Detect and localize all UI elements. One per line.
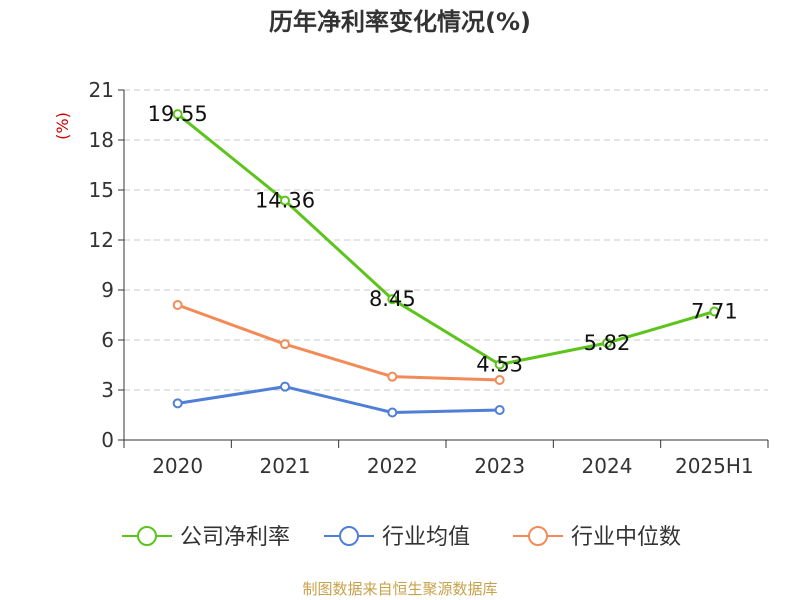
data-point [709,306,720,317]
data-label: 4.53 [476,353,523,377]
y-tick-label: 21 [89,78,114,102]
x-tick-label: 2025H1 [675,454,754,478]
data-labels: 19.55 14.36 8.45 4.53 5.82 7.71 [148,102,738,376]
y-tick-label: 0 [101,428,114,452]
legend-label: 公司净利率 [180,525,290,550]
series-line [177,385,500,414]
data-point [280,195,290,206]
y-tick-label: 6 [101,328,114,352]
x-tick-label: 2020 [152,454,203,478]
data-label: 7.71 [691,300,738,324]
data-label: 14.36 [255,189,315,213]
x-tick-label: 2024 [582,454,633,478]
axes: 0 3 6 9 12 15 18 21 2020 2021 2022 2023 2024 2025H1 [89,78,769,478]
data-point [494,359,505,370]
source-note: 制图数据来自恒生聚源数据库 [302,580,498,598]
legend-marker [528,526,548,546]
x-tick-label: 2022 [367,454,418,478]
legend: 公司净利率 行业均值 行业中位数 [122,525,681,550]
legend-marker [137,526,157,546]
data-point [494,375,505,385]
series-lines [172,109,720,418]
x-tick-label: 2021 [260,454,311,478]
legend-label: 行业均值 [382,525,470,550]
grid-lines [124,89,768,391]
data-point [172,300,183,310]
data-point [280,339,290,350]
data-point [387,407,398,418]
data-point [172,398,183,409]
series-line [176,112,715,366]
legend-label: 行业中位数 [571,525,681,550]
series-line [177,303,500,382]
y-tick-label: 9 [101,278,114,302]
data-point [387,294,398,305]
data-point [494,405,505,415]
y-tick-label: 15 [89,178,114,202]
data-label: 5.82 [584,331,631,355]
data-point [172,109,183,120]
y-tick-label: 3 [101,378,114,402]
data-point [280,381,290,392]
data-label: 8.45 [369,287,416,311]
data-point [387,371,398,382]
data-label: 19.55 [148,102,208,126]
chart-title: 历年净利率变化情况(%) [269,8,531,36]
legend-marker [339,526,359,546]
y-tick-label: 18 [89,128,114,152]
y-tick-label: 12 [89,228,114,252]
x-tick-label: 2023 [474,454,525,478]
y-axis-unit-label: (%) [53,112,72,140]
data-point [602,338,612,348]
